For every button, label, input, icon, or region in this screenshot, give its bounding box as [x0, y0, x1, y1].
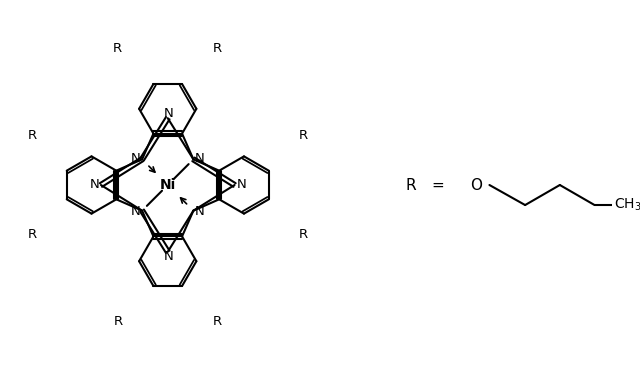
Text: =: =	[431, 178, 444, 192]
Text: N: N	[164, 107, 173, 120]
Text: N: N	[195, 205, 205, 218]
Text: N: N	[131, 152, 140, 165]
Text: N: N	[131, 205, 140, 218]
Text: R: R	[28, 129, 36, 142]
Text: R: R	[406, 178, 417, 192]
Text: R: R	[299, 129, 308, 142]
Text: Ni: Ni	[159, 178, 176, 192]
Text: R: R	[28, 228, 36, 241]
Text: R: R	[113, 315, 123, 328]
Text: R: R	[299, 228, 308, 241]
Text: N: N	[195, 152, 205, 165]
Text: N: N	[236, 178, 246, 191]
Text: N: N	[164, 250, 173, 263]
Text: CH$_3$: CH$_3$	[614, 197, 640, 213]
Text: R: R	[213, 42, 222, 55]
Text: O: O	[470, 178, 482, 192]
Text: N: N	[90, 178, 99, 191]
Text: R: R	[213, 315, 222, 328]
Text: R: R	[113, 42, 122, 55]
